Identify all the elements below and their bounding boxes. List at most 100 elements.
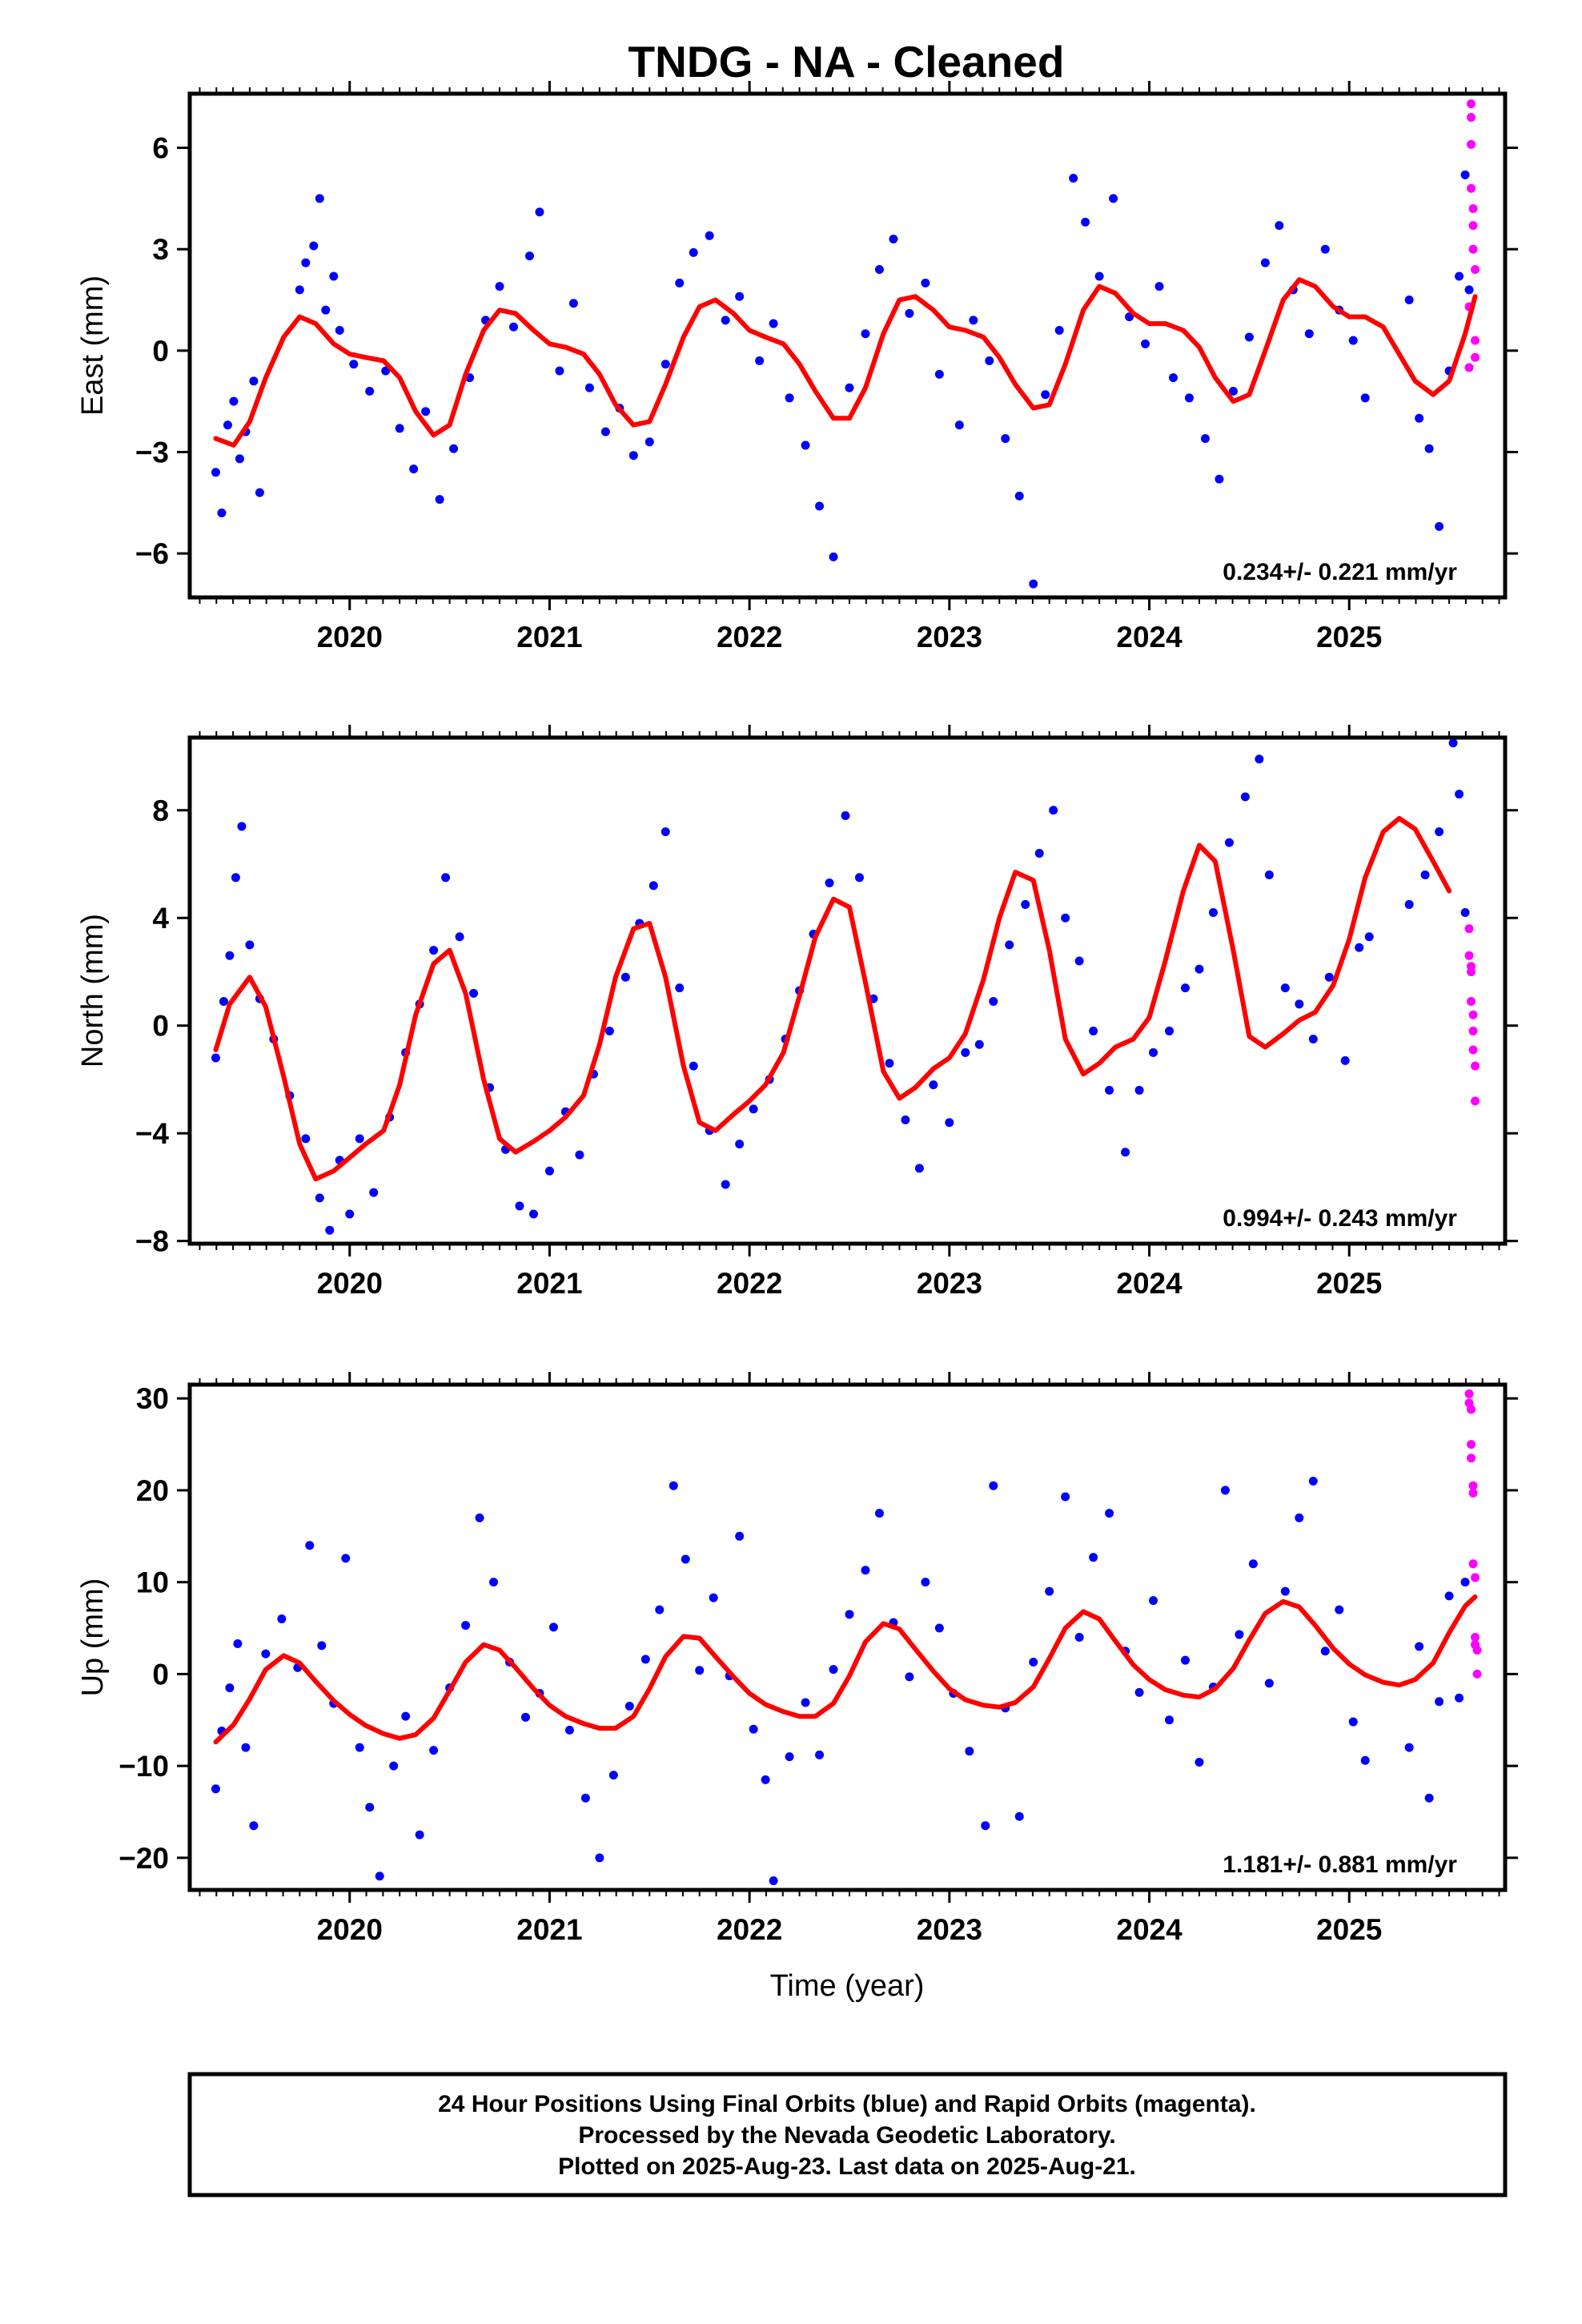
east-rapid-point <box>1467 183 1476 193</box>
east-final-point <box>1424 444 1434 453</box>
up-final-point <box>965 1747 974 1756</box>
east-final-point <box>1464 285 1474 295</box>
east-final-point <box>905 308 914 318</box>
up-final-point <box>1320 1647 1330 1656</box>
east-final-point <box>705 231 714 240</box>
north-final-point <box>945 1118 954 1128</box>
up-x-tick-label: 2023 <box>917 1913 982 1946</box>
up-final-point <box>1348 1717 1358 1727</box>
east-final-point <box>1304 329 1314 339</box>
east-final-point <box>785 393 794 403</box>
east-final-point <box>1014 491 1024 501</box>
east-plot-area <box>211 99 1480 589</box>
east-final-point <box>889 235 898 244</box>
east-rapid-point <box>1467 113 1476 123</box>
up-rate-label: 1.181+/- 0.881 mm/yr <box>1223 1852 1457 1878</box>
east-final-point <box>934 369 944 379</box>
up-final-point <box>905 1672 914 1682</box>
up-final-point <box>1404 1743 1414 1752</box>
up-final-point <box>695 1666 705 1675</box>
north-final-point <box>1435 827 1444 837</box>
up-rapid-point <box>1467 1440 1476 1449</box>
up-final-point <box>624 1702 634 1711</box>
up-final-point <box>1335 1605 1344 1614</box>
up-final-point <box>1105 1509 1114 1518</box>
up-final-point <box>1134 1687 1144 1697</box>
east-final-point <box>721 316 730 325</box>
north-y-tick-label: −4 <box>135 1117 170 1150</box>
north-final-point <box>749 1104 758 1114</box>
east-final-point <box>1455 271 1464 281</box>
north-final-point <box>301 1134 311 1144</box>
up-rapid-point <box>1471 1633 1480 1642</box>
east-final-point <box>1260 258 1270 267</box>
east-final-point <box>1348 336 1358 345</box>
up-x-tick-label: 2020 <box>317 1913 383 1946</box>
north-final-point <box>1149 1047 1158 1057</box>
up-final-point <box>785 1752 794 1762</box>
north-final-point <box>1255 754 1264 764</box>
east-final-point <box>235 454 244 464</box>
north-final-point <box>1180 983 1190 993</box>
east-final-point <box>1184 393 1194 403</box>
east-y-axis-label: East (mm) <box>76 275 110 416</box>
east-final-point <box>969 316 978 325</box>
east-final-point <box>1415 413 1424 423</box>
east-final-point <box>755 356 765 365</box>
north-x-tick-label: 2020 <box>317 1267 383 1300</box>
east-x-tick-label: 2024 <box>1116 621 1182 653</box>
east-final-point <box>255 488 264 497</box>
east-rapid-point <box>1471 265 1480 275</box>
up-final-point <box>249 1821 259 1831</box>
north-final-point <box>1340 1055 1350 1065</box>
north-final-point <box>528 1209 538 1219</box>
east-rapid-point <box>1468 244 1478 254</box>
north-final-point <box>369 1188 379 1197</box>
up-y-tick-label: 20 <box>136 1474 169 1507</box>
north-final-point <box>825 879 834 888</box>
up-final-point <box>1264 1679 1274 1688</box>
north-final-point <box>661 827 670 837</box>
east-y-tick-label: 6 <box>152 132 169 165</box>
north-final-point <box>345 1209 355 1219</box>
up-final-point <box>277 1614 287 1624</box>
up-final-point <box>401 1711 411 1721</box>
east-model-line <box>213 277 1478 448</box>
up-x-tick-label: 2024 <box>1116 1913 1182 1946</box>
north-final-point <box>245 940 255 950</box>
north-rapid-point <box>1471 1096 1480 1106</box>
east-final-point <box>249 376 259 386</box>
east-final-point <box>1154 282 1164 292</box>
north-final-point <box>1448 738 1458 748</box>
east-final-point <box>421 407 431 416</box>
east-rapid-point <box>1467 139 1476 149</box>
north-rapid-point <box>1468 1026 1478 1035</box>
east-final-point <box>535 207 544 217</box>
east-final-point <box>1200 434 1210 444</box>
up-final-point <box>669 1481 678 1490</box>
up-final-point <box>375 1872 384 1881</box>
east-final-point <box>1041 390 1050 400</box>
footer-line-1: 24 Hour Positions Using Final Orbits (bl… <box>438 2091 1256 2117</box>
north-final-point <box>854 873 864 883</box>
north-model-line <box>213 815 1452 1182</box>
east-final-point <box>295 285 304 295</box>
north-plot-area <box>211 738 1480 1235</box>
east-x-tick-label: 2020 <box>317 621 383 653</box>
east-final-point <box>1320 244 1330 254</box>
up-y-tick-label: 0 <box>152 1658 169 1691</box>
up-frame <box>187 1382 1508 1892</box>
up-final-point <box>580 1793 590 1803</box>
east-final-point <box>365 386 375 396</box>
north-final-point <box>315 1193 324 1203</box>
up-rapid-point <box>1468 1559 1478 1569</box>
north-final-point <box>735 1140 745 1149</box>
up-final-point <box>341 1554 351 1563</box>
east-rapid-point <box>1464 363 1474 372</box>
east-final-point <box>815 501 825 511</box>
north-final-point <box>1105 1085 1114 1095</box>
north-final-point <box>1049 806 1058 815</box>
north-y-tick-label: 4 <box>152 902 169 935</box>
east-final-point <box>321 305 331 315</box>
east-final-point <box>1081 217 1090 227</box>
